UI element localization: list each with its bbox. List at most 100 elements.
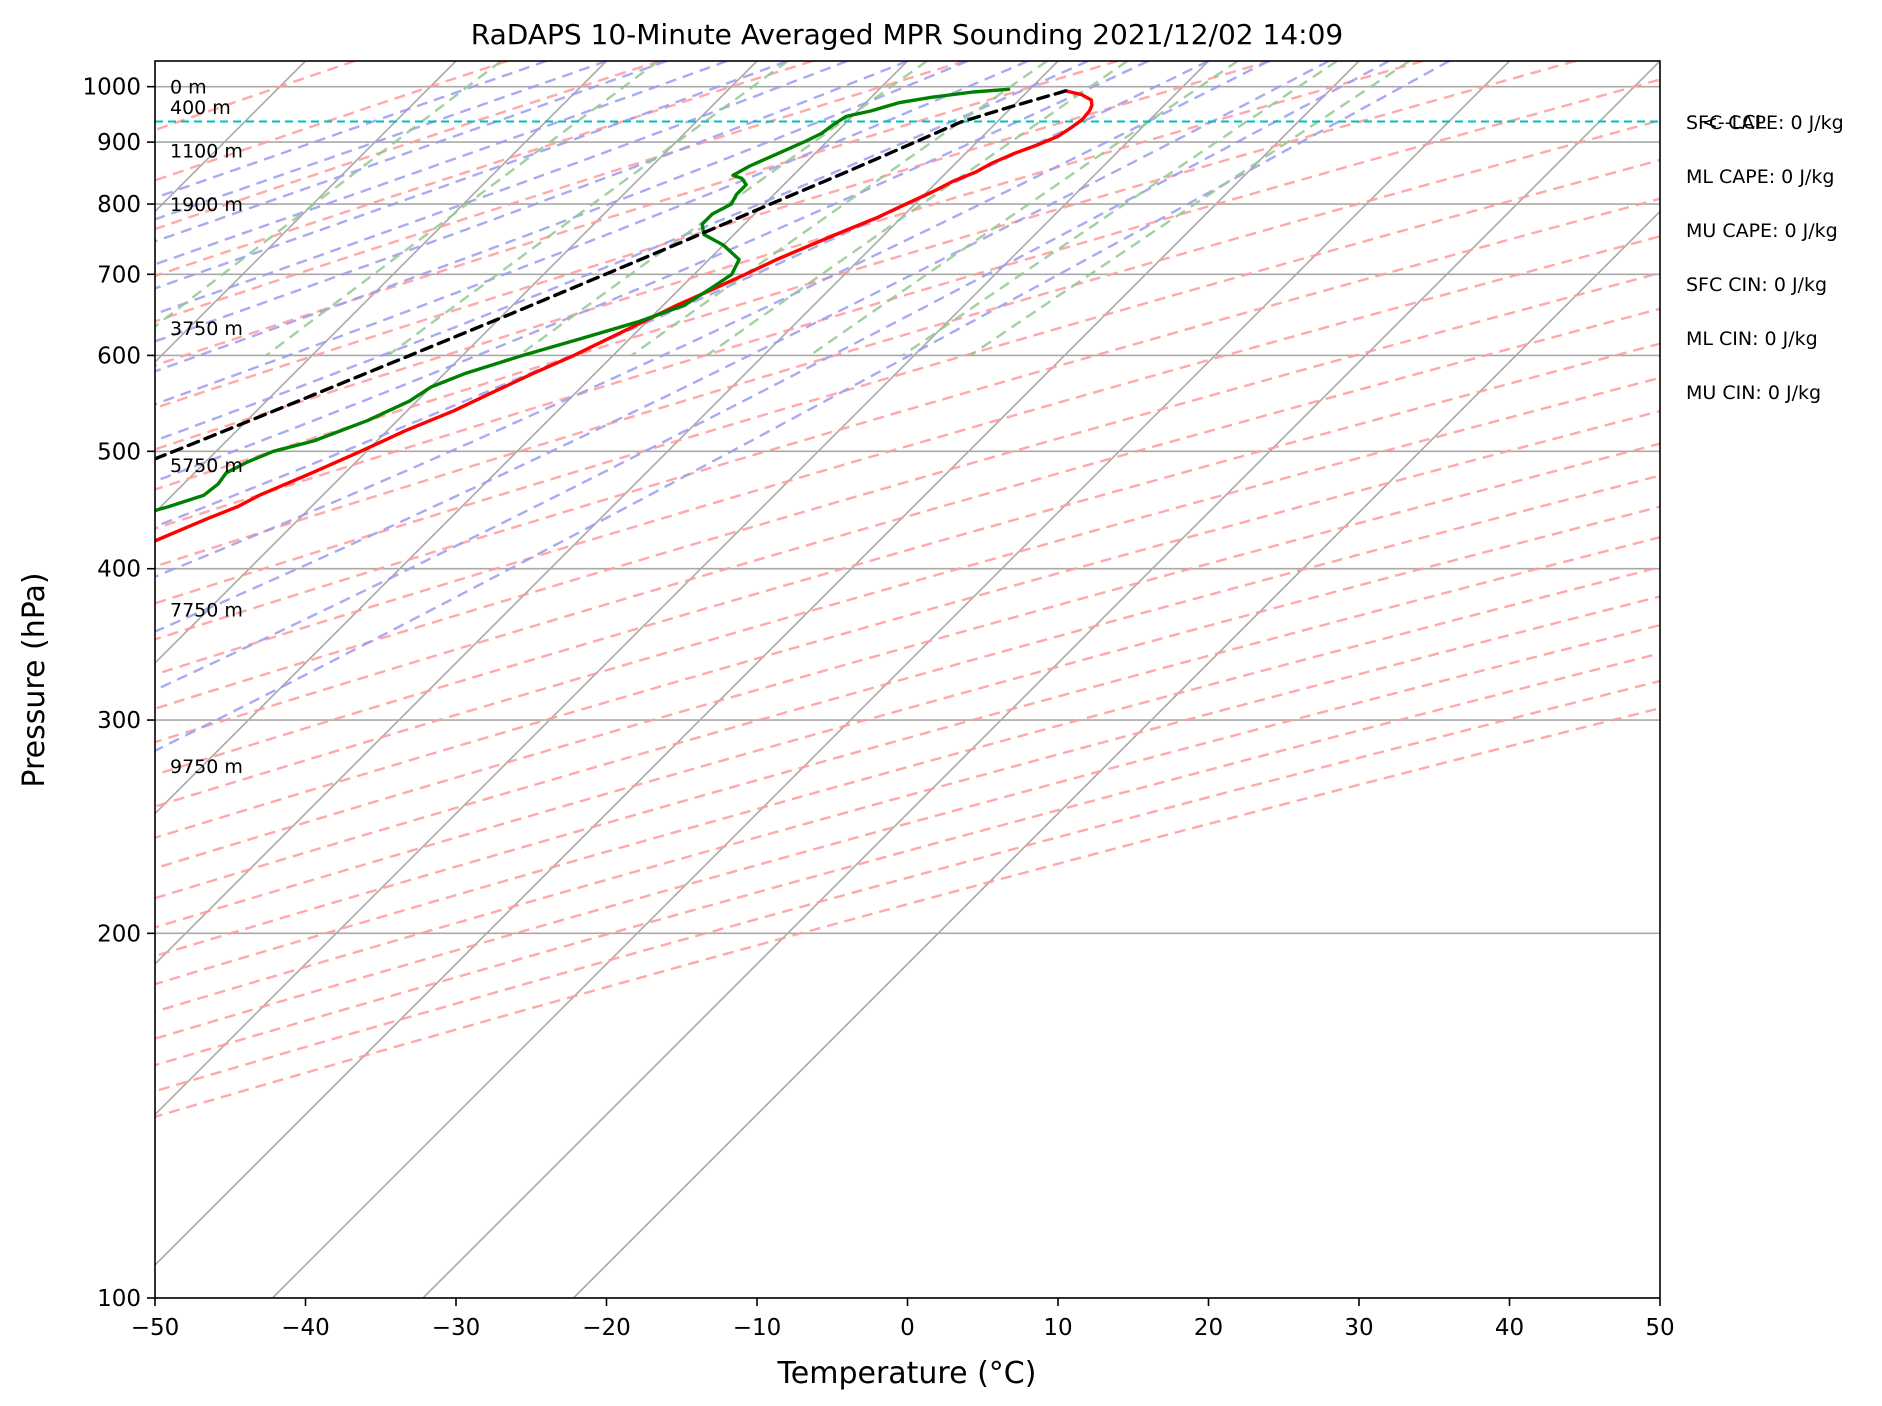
y-tick-label: 200 [97,921,141,947]
moist-adiabat-line [155,61,668,243]
moist-adiabat-line [155,61,547,200]
dry-adiabat-line [155,271,1660,710]
lcl-marker: <--LCL [155,111,1766,133]
x-tick-label: −10 [733,1315,782,1341]
moist-adiabat-line [155,61,788,290]
dry-adiabat-line [155,376,1660,808]
sounding-series [155,87,1094,543]
isotherm-line [155,61,1360,1267]
dry-adiabat-line [155,197,1660,641]
height-label: 1900 m [170,194,243,216]
x-tick-label: −20 [582,1315,631,1341]
moist-adiabat-line [155,61,1330,633]
dry-adiabat-line [155,442,1660,870]
dry-adiabat-line [155,535,1660,958]
x-tick-label: 30 [1344,1315,1373,1341]
isotherm-line [572,210,1660,1298]
stat-label: SFC CIN: 0 J/kg [1686,274,1827,296]
moist-adiabat-line [155,61,607,221]
mixing-ratio-line [969,61,1411,357]
dry-adiabat-line [155,474,1660,900]
moist-adiabat-line [155,61,1029,406]
isotherm-line [422,61,1660,1298]
stability-stats: SFC CAPE: 0 J/kg ML CAPE: 0 J/kg MU CAPE: … [1686,112,1844,404]
y-tick-label: 700 [97,262,141,288]
dewpoint-profile-line [155,87,1011,513]
reference-lines [0,61,1660,1298]
x-axis-label: Temperature (°C) [777,1356,1037,1391]
y-tick-label: 600 [97,343,141,369]
isotherm-line [155,61,1059,966]
dry-adiabat-line [155,679,1660,1093]
y-tick-label: 400 [97,557,141,583]
dry-adiabat-line [155,595,1660,1013]
dry-adiabat-line [155,61,1119,367]
x-tick-label: 20 [1194,1315,1223,1341]
y-axis: 100 200 300 400 500 600 700 800 900 1000 [82,75,155,1312]
isotherm-line [155,61,909,815]
dry-adiabat-line [155,119,1660,568]
x-tick-label: −50 [131,1315,180,1341]
y-tick-label: 1000 [82,75,141,101]
mixing-ratio-line [809,61,1239,357]
moist-adiabat-line [155,61,1390,692]
mixing-ratio-line [902,61,1338,357]
moist-adiabat-line [155,61,728,266]
x-tick-label: 0 [900,1315,915,1341]
stat-label: MU CAPE: 0 J/kg [1686,220,1838,242]
moist-adiabat-line [155,61,908,343]
x-tick-label: 10 [1043,1315,1072,1341]
height-label: 400 m [170,97,231,119]
isotherm-line [0,61,5,1298]
moist-adiabat-line [155,61,1089,442]
isotherm-line [271,61,1511,1298]
moist-adiabat-line [155,61,1149,483]
dry-adiabat-line [155,61,661,231]
dry-adiabat-line [155,505,1660,929]
dry-adiabat-line [155,623,1660,1040]
chart-title: RaDAPS 10-Minute Averaged MPR Sounding 2… [471,18,1343,51]
dry-adiabat-line [155,342,1660,776]
parcel-profile-line [155,89,1068,461]
height-label: 7750 m [170,600,243,622]
dry-adiabat-line [155,565,1660,986]
dry-adiabat-line [155,78,1660,530]
dry-adiabat-line [155,235,1660,676]
x-tick-label: 50 [1645,1315,1674,1341]
lcl-label: <--LCL [1702,111,1766,133]
dry-adiabat-line [155,158,1660,605]
height-label: 9750 m [170,756,243,778]
y-tick-label: 500 [97,439,141,465]
moist-adiabat-line [155,61,969,373]
stat-label: ML CIN: 0 J/kg [1686,328,1818,350]
y-tick-label: 300 [97,708,141,734]
dry-adiabat-line [155,61,813,278]
isotherm-line [155,61,608,514]
x-tick-label: 40 [1495,1315,1524,1341]
mixing-ratio-line [706,61,1128,357]
x-tick-label: −40 [281,1315,330,1341]
height-label: 3750 m [170,318,243,340]
x-tick-label: −30 [432,1315,481,1341]
isotherm-line [155,61,758,665]
stat-label: ML CAPE: 0 J/kg [1686,166,1834,188]
stat-label: SFC CAPE: 0 J/kg [1686,112,1844,134]
dry-adiabat-line [155,61,1271,410]
y-tick-label: 100 [97,1286,141,1312]
x-axis: −50 −40 −30 −20 −10 0 10 20 30 40 50 [131,1298,1675,1341]
dry-adiabat-line [155,61,508,182]
y-tick-label: 800 [97,192,141,218]
dry-adiabat-line [155,706,1660,1118]
isotherm-line [155,61,457,364]
moist-adiabat-line [155,61,1210,528]
mixing-ratio-line [630,61,1048,357]
mixing-ratio-line [155,61,502,328]
y-axis-label: Pressure (hPa) [17,572,52,787]
height-label: 5750 m [170,455,243,477]
height-label: 0 m [170,77,207,99]
dry-adiabat-line [155,61,966,323]
dry-adiabat-line [155,61,1577,491]
y-tick-label: 900 [97,130,141,156]
height-labels: 9750 m 7750 m 5750 m 3750 m 1900 m 1100 m 400 … [170,77,243,778]
